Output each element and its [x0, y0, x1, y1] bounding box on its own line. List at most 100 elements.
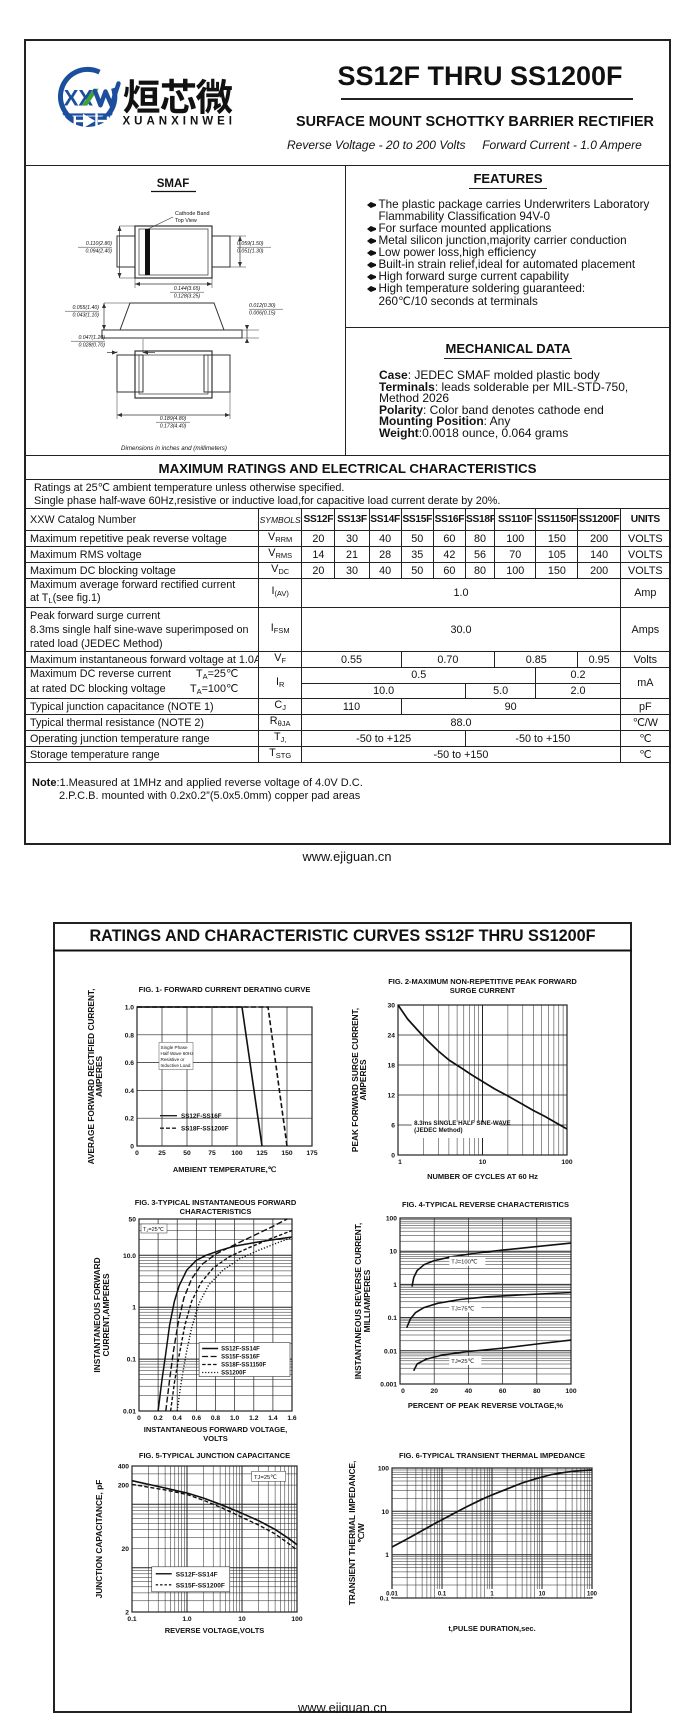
svg-text:0.8: 0.8: [125, 1032, 135, 1039]
svg-text:X: X: [78, 86, 93, 111]
svg-text:Resistive or: Resistive or: [161, 1057, 185, 1062]
svg-text:1.0: 1.0: [125, 1005, 135, 1012]
svg-text:0.028(0.70): 0.028(0.70): [78, 343, 105, 349]
svg-text:50: 50: [129, 1217, 137, 1224]
svg-text:1.2: 1.2: [249, 1415, 259, 1422]
svg-text:10: 10: [382, 1509, 390, 1516]
svg-text:100: 100: [378, 1466, 389, 1473]
svg-text:100: 100: [291, 1616, 302, 1623]
svg-text:100: 100: [386, 1216, 397, 1223]
svg-text:20: 20: [122, 1546, 130, 1553]
svg-text:1: 1: [385, 1552, 389, 1559]
svg-text:18: 18: [388, 1063, 396, 1070]
svg-text:150: 150: [281, 1150, 292, 1157]
svg-text:0.8: 0.8: [211, 1415, 221, 1422]
svg-text:6: 6: [391, 1123, 395, 1130]
svg-text:0.1: 0.1: [380, 1596, 390, 1603]
svg-text:TJ=75℃: TJ=75℃: [451, 1306, 474, 1312]
svg-text:30: 30: [388, 1003, 396, 1010]
svg-text:FIG. 1- FORWARD CURRENT DERATI: FIG. 1- FORWARD CURRENT DERATING CURVE: [139, 985, 311, 994]
svg-text:0.1: 0.1: [127, 1616, 137, 1623]
svg-text:FIG. 6-TYPICAL TRANSIENT THERM: FIG. 6-TYPICAL TRANSIENT THERMAL IMPEDAN…: [399, 1451, 585, 1460]
svg-text:NUMBER OF CYCLES AT 60 Hz: NUMBER OF CYCLES AT 60 Hz: [427, 1172, 538, 1181]
svg-text:50: 50: [183, 1150, 191, 1157]
svg-text:VOLTS: VOLTS: [203, 1434, 227, 1443]
svg-text:0.110(2.80): 0.110(2.80): [86, 241, 112, 247]
svg-text:INSTANTANEOUS REVERSE CURRENT,: INSTANTANEOUS REVERSE CURRENT,: [353, 1223, 363, 1379]
svg-text:t,PULSE DURATION,sec.: t,PULSE DURATION,sec.: [448, 1624, 535, 1633]
svg-text:175: 175: [306, 1150, 317, 1157]
svg-text:www.ejiguan.cn: www.ejiguan.cn: [297, 1700, 387, 1713]
svg-text:SS12F-SS16F: SS12F-SS16F: [181, 1113, 222, 1120]
svg-text:10.0: 10.0: [123, 1253, 136, 1260]
svg-text:INSTANTANEOUS FORWARD VOLTAGE,: INSTANTANEOUS FORWARD VOLTAGE,: [144, 1425, 287, 1434]
svg-text:0.059(1.50): 0.059(1.50): [237, 241, 264, 247]
svg-text:0.4: 0.4: [125, 1088, 135, 1095]
svg-text:1.4: 1.4: [268, 1415, 278, 1422]
svg-text:75: 75: [208, 1150, 216, 1157]
svg-text:AVERAGE FORWARD RECTIFIED CURR: AVERAGE FORWARD RECTIFIED CURRENT,: [86, 989, 96, 1165]
svg-text:0.144(3.65): 0.144(3.65): [174, 286, 201, 292]
svg-text:SS12F-SS14F: SS12F-SS14F: [221, 1347, 260, 1353]
svg-text:0: 0: [391, 1153, 395, 1160]
svg-text:100: 100: [587, 1592, 598, 1598]
svg-text:SMAF: SMAF: [157, 178, 190, 190]
svg-text:SS1200F: SS1200F: [221, 1371, 246, 1377]
svg-text:TJ=25℃: TJ=25℃: [143, 1227, 165, 1233]
svg-text:0.047(1.20): 0.047(1.20): [78, 335, 105, 341]
svg-text:25: 25: [158, 1150, 166, 1157]
svg-text:400: 400: [118, 1464, 129, 1471]
svg-text:SS18F-SS1200F: SS18F-SS1200F: [181, 1126, 229, 1133]
svg-text:0.2: 0.2: [153, 1415, 163, 1422]
svg-text:MILLIAMPERES: MILLIAMPERES: [362, 1269, 372, 1332]
svg-text:0.2: 0.2: [125, 1116, 135, 1123]
svg-text:Dimensions in inches and (mill: Dimensions in inches and (millimeters): [121, 445, 227, 452]
svg-text:0.173(4.40): 0.173(4.40): [160, 424, 187, 430]
svg-text:FIG. 2-MAXIMUM NON-REPETITIVE: FIG. 2-MAXIMUM NON-REPETITIVE PEAK FORWA…: [388, 977, 577, 986]
svg-text:Top View: Top View: [175, 218, 197, 224]
svg-text:80: 80: [533, 1388, 541, 1395]
svg-text:℃/W: ℃/W: [356, 1523, 366, 1543]
svg-text:SS18F-SS1150F: SS18F-SS1150F: [221, 1363, 266, 1369]
svg-text:JUNCTION CAPACITANCE, pF: JUNCTION CAPACITANCE, pF: [94, 1480, 104, 1599]
svg-text:SURGE CURRENT: SURGE CURRENT: [450, 986, 516, 995]
svg-text:CHARACTERISTICS: CHARACTERISTICS: [180, 1207, 252, 1216]
svg-text:0.6: 0.6: [125, 1060, 135, 1067]
svg-text:125: 125: [256, 1150, 267, 1157]
svg-text:FIG. 5-TYPICAL JUNCTION CAPACI: FIG. 5-TYPICAL JUNCTION CAPACITANCE: [139, 1451, 290, 1460]
svg-text:FIG. 3-TYPICAL INSTANTANEOUS F: FIG. 3-TYPICAL INSTANTANEOUS FORWARD: [135, 1198, 297, 1207]
svg-text:0.012(0.30): 0.012(0.30): [249, 303, 276, 309]
svg-text:2: 2: [125, 1610, 129, 1617]
svg-text:0.055(1.40): 0.055(1.40): [72, 305, 99, 311]
svg-text:40: 40: [465, 1388, 473, 1395]
svg-text:0.01: 0.01: [123, 1409, 136, 1416]
svg-text:100: 100: [231, 1150, 242, 1157]
svg-text:1: 1: [490, 1592, 494, 1598]
svg-text:8.3ms SINGLE HALF SINE-WAVE: 8.3ms SINGLE HALF SINE-WAVE: [414, 1120, 511, 1127]
svg-text:1: 1: [132, 1305, 136, 1312]
svg-text:0.1: 0.1: [438, 1592, 447, 1598]
svg-text:0: 0: [130, 1144, 134, 1151]
svg-text:RATINGS AND CHARACTERISTIC CUR: RATINGS AND CHARACTERISTIC CURVES SS12F …: [89, 927, 595, 945]
svg-text:24: 24: [388, 1033, 396, 1040]
svg-text:TJ=100℃: TJ=100℃: [451, 1260, 477, 1266]
svg-text:PEAK FORWARD SURGE CURRENT,: PEAK FORWARD SURGE CURRENT,: [350, 1008, 360, 1152]
svg-text:X: X: [64, 86, 79, 111]
svg-text:AMBIENT TEMPERATURE,℃: AMBIENT TEMPERATURE,℃: [173, 1165, 277, 1174]
svg-text:FIG. 4-TYPICAL REVERSE CHARACT: FIG. 4-TYPICAL REVERSE CHARACTERISTICS: [402, 1200, 569, 1209]
svg-text:CURRENT,AMPERES: CURRENT,AMPERES: [101, 1273, 111, 1356]
svg-text:0.01: 0.01: [386, 1592, 398, 1598]
svg-text:Half Wave 60Hz: Half Wave 60Hz: [161, 1051, 195, 1056]
svg-text:0.128(3.25): 0.128(3.25): [174, 294, 201, 300]
svg-text:SS15F-SS16F: SS15F-SS16F: [221, 1355, 260, 1361]
svg-text:SS12F-SS14F: SS12F-SS14F: [176, 1571, 218, 1578]
svg-text:0: 0: [137, 1415, 141, 1422]
svg-text:XUANXINWEI: XUANXINWEI: [123, 116, 236, 128]
svg-text:12: 12: [388, 1093, 396, 1100]
svg-text:1: 1: [393, 1282, 397, 1289]
svg-text:Inductive Load: Inductive Load: [161, 1063, 191, 1068]
svg-text:Single Phase: Single Phase: [161, 1045, 189, 1050]
svg-text:0.1: 0.1: [127, 1357, 137, 1364]
svg-text:TRANSIENT THERMAL IMPEDANCE,: TRANSIENT THERMAL IMPEDANCE,: [347, 1461, 357, 1606]
svg-text:PERCENT OF PEAK REVERSE VOLTAG: PERCENT OF PEAK REVERSE VOLTAGE,%: [408, 1401, 563, 1410]
